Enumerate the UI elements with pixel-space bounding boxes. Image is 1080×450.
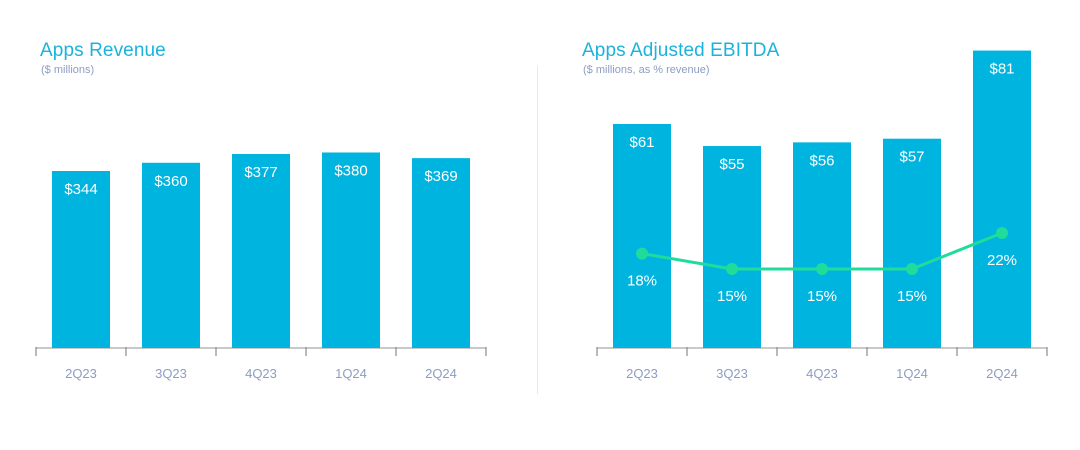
- revenue-bar-3Q23: [142, 162, 200, 348]
- ebitda-margin-label: 15%: [897, 288, 927, 305]
- ebitda-margin-label: 15%: [807, 288, 837, 305]
- revenue-chart-title: Apps Revenue: [40, 40, 166, 61]
- ebitda-bar-4Q23: [793, 142, 851, 348]
- revenue-bar-label: $344: [64, 181, 97, 198]
- ebitda-margin-point: [816, 263, 828, 275]
- ebitda-x-tick-label: 2Q23: [626, 366, 658, 381]
- revenue-bar-label: $369: [424, 168, 457, 185]
- ebitda-x-tick-label: 1Q24: [896, 366, 928, 381]
- ebitda-margin-point: [636, 247, 648, 260]
- ebitda-bar-label: $81: [989, 61, 1014, 78]
- revenue-x-tick-label: 2Q24: [425, 366, 457, 381]
- revenue-bar-label: $377: [244, 164, 277, 181]
- ebitda-x-tick-label: 3Q23: [716, 366, 748, 381]
- ebitda-bar-2Q24: [973, 50, 1031, 349]
- revenue-chart-subtitle: ($ millions): [41, 64, 95, 76]
- chart-divider: [537, 66, 538, 394]
- revenue-bar-2Q24: [412, 158, 470, 348]
- ebitda-bar-3Q23: [703, 146, 761, 348]
- revenue-x-tick-label: 2Q23: [65, 366, 97, 381]
- ebitda-margin-point: [906, 263, 918, 275]
- revenue-x-tick-label: 4Q23: [245, 366, 277, 381]
- ebitda-margin-label: 18%: [627, 273, 657, 290]
- revenue-bar-4Q23: [232, 154, 290, 348]
- ebitda-bar-label: $61: [629, 134, 654, 151]
- revenue-bar-label: $380: [334, 162, 367, 179]
- ebitda-margin-point: [726, 263, 738, 275]
- revenue-bar-2Q23: [52, 171, 110, 348]
- ebitda-chart-title: Apps Adjusted EBITDA: [582, 40, 780, 61]
- revenue-x-tick-label: 3Q23: [155, 366, 187, 381]
- ebitda-margin-label: 22%: [987, 252, 1017, 269]
- ebitda-bar-1Q24: [883, 138, 941, 348]
- ebitda-margin-point: [996, 227, 1008, 239]
- ebitda-x-tick-label: 2Q24: [986, 366, 1018, 381]
- ebitda-bar-label: $56: [809, 152, 834, 169]
- ebitda-x-tick-label: 4Q23: [806, 366, 838, 381]
- ebitda-bar-2Q23: [613, 124, 671, 348]
- ebitda-bar-label: $57: [899, 149, 924, 166]
- revenue-bar-1Q24: [322, 152, 380, 348]
- ebitda-chart-subtitle: ($ millions, as % revenue): [583, 64, 710, 76]
- ebitda-margin-label: 15%: [717, 288, 747, 305]
- revenue-x-tick-label: 1Q24: [335, 366, 367, 381]
- ebitda-bar-label: $55: [719, 156, 744, 173]
- revenue-bar-label: $360: [154, 173, 187, 190]
